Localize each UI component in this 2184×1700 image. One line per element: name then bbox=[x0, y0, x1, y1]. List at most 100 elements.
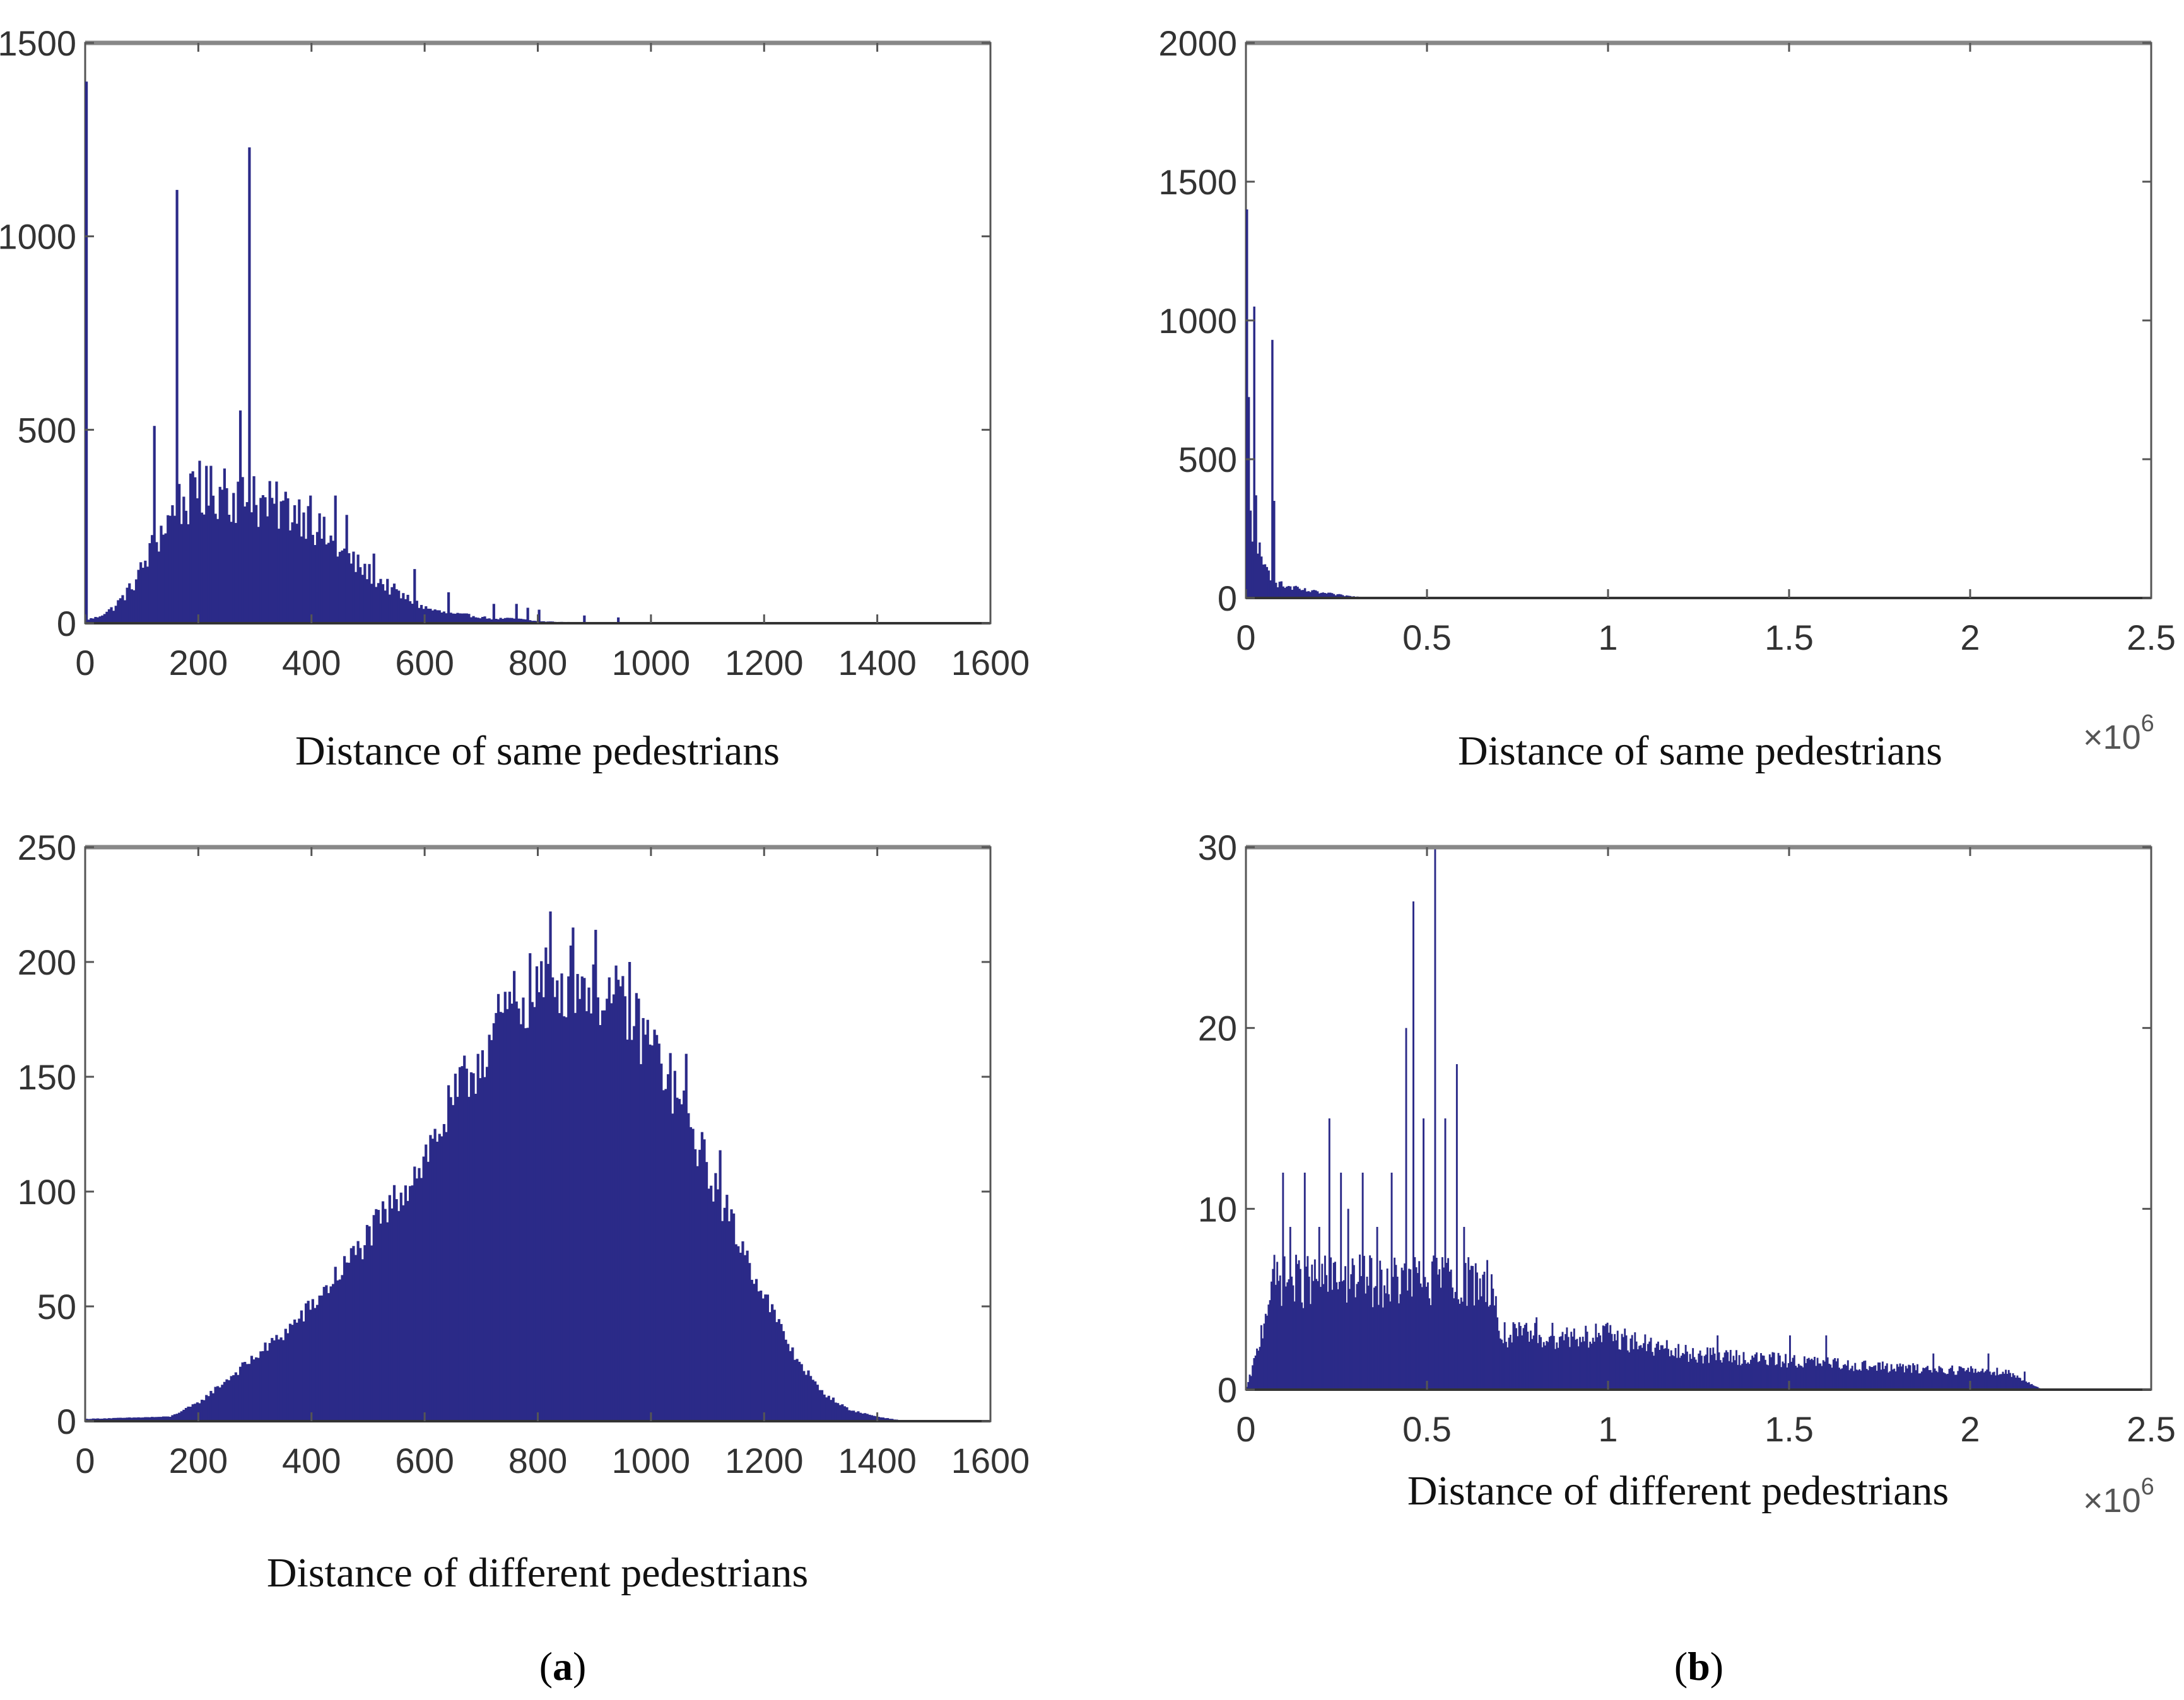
histogram-bar bbox=[2006, 1373, 2009, 1390]
histogram-bar bbox=[488, 618, 491, 623]
histogram-bar bbox=[573, 1012, 577, 1421]
histogram-bar bbox=[1951, 1365, 1954, 1390]
histogram-bar bbox=[816, 1385, 819, 1421]
histogram-bar bbox=[614, 965, 618, 1421]
histogram-bar bbox=[1966, 1369, 1968, 1390]
histogram-bar bbox=[879, 1417, 883, 1421]
histogram-bar bbox=[683, 1090, 686, 1421]
histogram-bar bbox=[1835, 1361, 1838, 1390]
histogram-bar bbox=[225, 1379, 228, 1421]
histogram-bar bbox=[465, 613, 468, 623]
histogram-bar bbox=[429, 1135, 432, 1421]
x-tick-label: 200 bbox=[169, 643, 228, 683]
histogram-bar bbox=[2012, 1373, 2014, 1390]
histogram-bar bbox=[1473, 1305, 1476, 1390]
histogram-bar bbox=[1257, 553, 1259, 598]
histogram-bar bbox=[1912, 1363, 1915, 1390]
histogram-bar bbox=[623, 996, 627, 1421]
histogram-bar bbox=[1964, 1371, 1966, 1390]
histogram-bar bbox=[291, 1325, 294, 1421]
histogram-bar bbox=[1942, 1372, 1945, 1390]
histogram-bar bbox=[1351, 1258, 1354, 1390]
histogram-bar bbox=[657, 1043, 660, 1421]
histogram-bar bbox=[1699, 1350, 1701, 1390]
histogram-bar bbox=[1267, 1304, 1270, 1390]
histogram-bar bbox=[207, 1396, 210, 1421]
histogram-bar bbox=[1915, 1370, 1917, 1390]
histogram-bar bbox=[1421, 1287, 1423, 1390]
histogram-bar bbox=[1783, 1363, 1785, 1390]
histogram-bar bbox=[1535, 1317, 1538, 1390]
histogram-bar bbox=[1443, 1267, 1445, 1390]
histogram-bar bbox=[139, 1417, 143, 1421]
histogram-bar bbox=[1879, 1362, 1881, 1390]
histogram-bar bbox=[2028, 1382, 2030, 1390]
histogram-bar bbox=[1711, 1354, 1713, 1390]
x-multiplier-exponent: 6 bbox=[2141, 1474, 2154, 1500]
histogram-bar bbox=[1795, 1366, 1797, 1390]
histogram-bar bbox=[1672, 1355, 1674, 1390]
histogram-bar bbox=[291, 522, 294, 623]
histogram-bar bbox=[1298, 589, 1301, 598]
histogram-bar bbox=[1484, 1302, 1487, 1390]
histogram-bar bbox=[684, 1053, 688, 1421]
histogram-bar bbox=[1709, 1347, 1711, 1390]
histogram-bar bbox=[205, 466, 208, 623]
histogram-bar bbox=[1266, 1315, 1269, 1390]
x-tick-label: 1600 bbox=[951, 643, 1030, 683]
x-tick-label: 800 bbox=[508, 643, 567, 683]
histogram-bar bbox=[1472, 1265, 1474, 1390]
histogram-bar bbox=[1246, 209, 1248, 598]
histogram-bar bbox=[1462, 1301, 1464, 1390]
histogram-bar bbox=[1931, 1372, 1933, 1390]
histogram-bar bbox=[1573, 1328, 1575, 1390]
histogram-bar bbox=[2002, 1371, 2004, 1390]
histogram-bar bbox=[644, 1035, 647, 1421]
x-tick-label: 1400 bbox=[838, 1441, 917, 1480]
histogram-bar bbox=[160, 525, 163, 623]
histogram-bar bbox=[1360, 1275, 1363, 1390]
histogram-bar bbox=[1692, 1348, 1694, 1390]
histogram-bar bbox=[1680, 1356, 1682, 1390]
histogram-bar bbox=[1751, 1356, 1754, 1390]
histogram-bar bbox=[1488, 1306, 1490, 1390]
histogram-bar bbox=[341, 1275, 344, 1421]
histogram-bar bbox=[1841, 1368, 1843, 1390]
histogram-bar bbox=[1280, 581, 1283, 598]
histogram-bar bbox=[522, 619, 525, 623]
histogram-bar bbox=[1264, 564, 1267, 598]
histogram-bar bbox=[608, 977, 611, 1421]
histogram-bar bbox=[1860, 1370, 1862, 1390]
histogram-bar bbox=[710, 1185, 713, 1421]
histogram-bar bbox=[332, 541, 335, 623]
histogram-bar bbox=[268, 1343, 271, 1421]
histogram-bar bbox=[1385, 1293, 1387, 1390]
histogram-bar bbox=[1419, 1283, 1422, 1390]
histogram-bar bbox=[617, 980, 620, 1421]
histogram-bar bbox=[1981, 1368, 1984, 1390]
histogram-bar bbox=[1332, 594, 1336, 598]
histogram-bar bbox=[1836, 1358, 1839, 1390]
histogram-bar bbox=[1256, 1348, 1258, 1390]
histogram-bar bbox=[440, 613, 443, 623]
histogram-bar bbox=[565, 1017, 568, 1421]
histogram-bar bbox=[1679, 1357, 1681, 1390]
histogram-bar bbox=[2009, 1373, 2011, 1390]
histogram-bar bbox=[1696, 1363, 1698, 1390]
histogram-bar bbox=[101, 1418, 104, 1421]
histogram-bar bbox=[1418, 1261, 1421, 1390]
histogram-bar bbox=[252, 1359, 255, 1421]
x-tick-label: 200 bbox=[169, 1441, 228, 1480]
histogram-bar bbox=[621, 976, 625, 1421]
histogram-bar bbox=[1289, 1227, 1291, 1390]
histogram-bar bbox=[1327, 592, 1330, 598]
histogram-bar bbox=[409, 1186, 412, 1421]
histogram-bar bbox=[1282, 586, 1284, 598]
histogram-bar bbox=[580, 976, 584, 1421]
histogram-bar bbox=[413, 1166, 416, 1421]
histogram-bar bbox=[1619, 1349, 1622, 1390]
chart-b-bottom: 0 0.5 1 1.5 2 2.5 0 10 20 30 Distance of differen… bbox=[1198, 828, 2176, 1520]
histogram-bar bbox=[1782, 1361, 1784, 1390]
histogram-bar bbox=[1250, 1376, 1252, 1390]
histogram-bar bbox=[1633, 1349, 1635, 1390]
